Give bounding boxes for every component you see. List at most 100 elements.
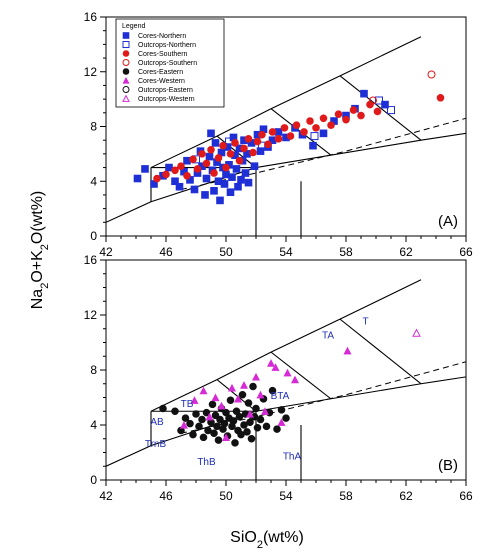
x-tick-label: 54: [279, 489, 293, 503]
data-point: [240, 144, 248, 153]
x-tick-label: 62: [399, 489, 413, 503]
data-point: [220, 180, 229, 188]
field-boundary-line: [420, 132, 466, 141]
data-point: [222, 433, 230, 442]
data-point: [273, 425, 281, 433]
legend-marker: [122, 50, 130, 57]
x-tick-label: 66: [459, 489, 473, 503]
data-point: [175, 182, 184, 191]
data-point: [249, 148, 257, 157]
data-point: [234, 394, 242, 403]
x-axis-label-subscript: 2: [257, 539, 263, 551]
data-point: [427, 70, 436, 79]
x-axis-label-part: SiO: [230, 529, 257, 546]
legend-marker: [122, 59, 130, 66]
panel-label: (A): [438, 213, 458, 230]
data-point: [210, 169, 218, 177]
data-point: [222, 163, 230, 172]
y-tick-label: 16: [84, 253, 98, 267]
data-point: [310, 132, 319, 141]
data-point: [207, 129, 215, 138]
x-tick-label: 54: [279, 245, 293, 259]
y-tick-label: 8: [90, 363, 97, 377]
data-point: [252, 372, 260, 381]
data-point: [271, 363, 280, 371]
legend-entry-label: Outcrops-Southern: [138, 60, 197, 67]
y-axis-label-part: Na: [29, 289, 46, 310]
data-point: [246, 418, 254, 427]
data-point: [210, 187, 218, 195]
field-boundaries: [106, 279, 466, 480]
data-point: [205, 152, 214, 161]
data-point: [159, 404, 167, 413]
field-boundary-line: [270, 318, 341, 353]
data-point: [256, 147, 265, 155]
data-point: [343, 346, 352, 355]
data-point: [412, 328, 421, 337]
data-point: [436, 93, 445, 102]
data-point: [208, 400, 217, 409]
panel-label: (B): [438, 457, 458, 474]
data-point: [342, 115, 350, 124]
legend: Legend Cores-Northern Outcrops-Northern Cor…: [115, 18, 225, 108]
field-boundary-line: [420, 376, 466, 385]
data-point: [192, 410, 200, 418]
data-point: [286, 132, 295, 140]
region-label: TrnB: [145, 439, 167, 450]
data-point: [258, 130, 266, 139]
region-label: T: [362, 317, 368, 328]
data-point: [241, 169, 250, 177]
data-point: [171, 166, 179, 175]
y-axis-label-subscript: 2: [39, 283, 51, 289]
data-point: [189, 430, 197, 439]
legend-marker: [122, 86, 130, 93]
legend-entry-label: Outcrops-Eastern: [138, 87, 193, 94]
legend-entry-label: Cores-Eastern: [138, 69, 183, 76]
data-point: [327, 121, 335, 129]
region-label: AB: [150, 417, 164, 428]
data-point: [211, 139, 220, 147]
y-tick-label: 12: [84, 308, 98, 322]
data-point: [249, 382, 257, 391]
data-point: [235, 156, 244, 165]
y-axis-label: Na2O+K2O(wt%): [29, 191, 51, 310]
x-tick-label: 58: [339, 489, 353, 503]
legend-title: Legend: [122, 23, 145, 30]
legend-marker: [122, 94, 130, 102]
data-point: [244, 399, 253, 407]
legend-entry-label: Cores-Southern: [138, 51, 188, 58]
data-point: [217, 401, 226, 410]
data-point: [373, 107, 382, 116]
x-tick-label: 58: [339, 245, 353, 259]
data-point: [226, 188, 235, 196]
legend-marker: [122, 68, 130, 75]
x-tick-label: 50: [219, 245, 233, 259]
data-point: [210, 429, 218, 438]
data-point: [268, 128, 277, 136]
data-point: [198, 415, 206, 424]
y-tick-label: 4: [90, 418, 97, 432]
data-point: [232, 165, 241, 173]
field-boundary-line: [339, 279, 422, 320]
x-tick-label: 62: [399, 245, 413, 259]
data-point: [177, 162, 185, 170]
panel-b: 42 46 50 54 58 62 66 0 4 8 12 16 TA T BTA TB AB TrnB ThB Th…: [84, 253, 473, 503]
data-point: [181, 414, 190, 422]
y-axis-label-part: O+K: [29, 250, 46, 283]
data-point: [243, 428, 251, 436]
region-label: ThA: [283, 451, 302, 462]
data-point: [211, 393, 220, 402]
data-point: [234, 182, 242, 191]
alkaline-subalkaline-divider: [180, 361, 466, 434]
data-point: [282, 414, 290, 422]
data-point: [226, 396, 235, 405]
data-point: [252, 404, 260, 413]
legend-marker: [122, 77, 130, 84]
field-boundary-line: [339, 36, 422, 77]
data-point: [141, 165, 149, 173]
data-point: [300, 128, 308, 136]
y-tick-label: 0: [90, 473, 97, 487]
data-point: [267, 359, 275, 367]
legend-entry-label: Outcrops-Northern: [138, 42, 196, 49]
data-point: [190, 185, 199, 194]
